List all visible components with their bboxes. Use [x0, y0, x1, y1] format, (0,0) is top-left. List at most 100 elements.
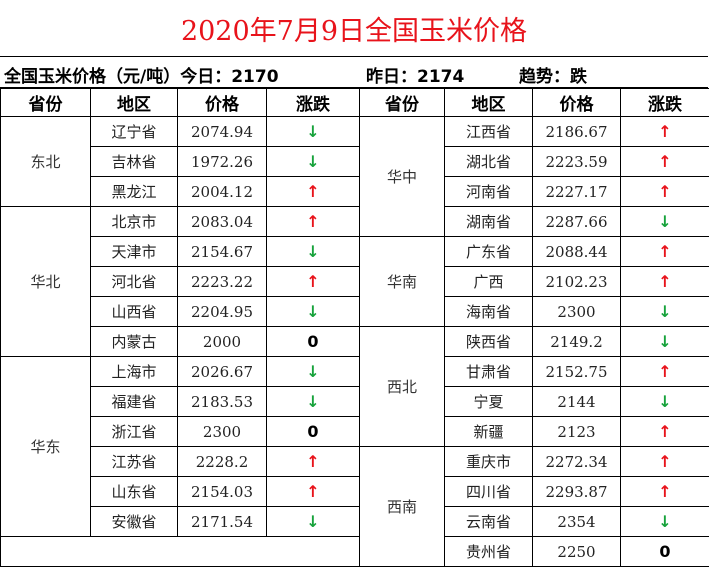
- up-arrow-icon: ↑: [658, 124, 671, 140]
- down-arrow-icon: ↓: [658, 514, 671, 530]
- region-cell: 宁夏: [445, 387, 533, 417]
- change-cell: ↓: [267, 297, 360, 327]
- price-cell: 2102.23: [533, 267, 621, 297]
- region-cell: 四川省: [445, 477, 533, 507]
- region-cell: 河北省: [91, 267, 178, 297]
- change-cell: ↑: [267, 267, 360, 297]
- region-cell: 吉林省: [91, 147, 178, 177]
- change-cell: ↑: [621, 147, 709, 177]
- region-cell: 山西省: [91, 297, 178, 327]
- price-cell: 2149.2: [533, 327, 621, 357]
- region-cell: 上海市: [91, 357, 178, 387]
- down-arrow-icon: ↓: [306, 394, 319, 410]
- region-cell: 福建省: [91, 387, 178, 417]
- region-cell: 浙江省: [91, 417, 178, 447]
- column-header: 省份: [1, 89, 91, 117]
- region-cell: 北京市: [91, 207, 178, 237]
- up-arrow-icon: ↑: [306, 454, 319, 470]
- region-cell: 内蒙古: [91, 327, 178, 357]
- price-cell: 2000: [178, 327, 267, 357]
- region-cell: 湖南省: [445, 207, 533, 237]
- up-arrow-icon: ↑: [306, 274, 319, 290]
- change-cell: ↑: [621, 477, 709, 507]
- column-header: 价格: [533, 89, 621, 117]
- province-cell: 华东: [1, 357, 91, 537]
- down-arrow-icon: ↓: [306, 124, 319, 140]
- price-cell: 2186.67: [533, 117, 621, 147]
- change-cell: ↓: [621, 207, 709, 237]
- up-arrow-icon: ↑: [658, 454, 671, 470]
- down-arrow-icon: ↓: [306, 244, 319, 260]
- price-cell: 2354: [533, 507, 621, 537]
- region-cell: 广东省: [445, 237, 533, 267]
- province-cell: 西南: [360, 447, 445, 567]
- change-cell: ↓: [621, 507, 709, 537]
- change-cell: ↓: [267, 117, 360, 147]
- change-zero: 0: [307, 332, 318, 351]
- price-cell: 2026.67: [178, 357, 267, 387]
- price-cell: 2123: [533, 417, 621, 447]
- price-cell: 2223.22: [178, 267, 267, 297]
- change-cell: 0: [267, 417, 360, 447]
- today-price: 全国玉米价格（元/吨）今日：2170: [4, 62, 279, 87]
- price-cell: 2227.17: [533, 177, 621, 207]
- change-cell: ↑: [267, 447, 360, 477]
- change-cell: ↓: [621, 387, 709, 417]
- down-arrow-icon: ↓: [306, 154, 319, 170]
- region-cell: 黑龙江: [91, 177, 178, 207]
- up-arrow-icon: ↑: [658, 424, 671, 440]
- up-arrow-icon: ↑: [306, 484, 319, 500]
- province-cell: 华北: [1, 207, 91, 357]
- change-cell: ↓: [267, 237, 360, 267]
- region-cell: 广西: [445, 267, 533, 297]
- down-arrow-icon: ↓: [658, 214, 671, 230]
- region-cell: 辽宁省: [91, 117, 178, 147]
- down-arrow-icon: ↓: [658, 304, 671, 320]
- up-arrow-icon: ↑: [658, 484, 671, 500]
- up-arrow-icon: ↑: [658, 184, 671, 200]
- region-cell: 贵州省: [445, 537, 533, 567]
- change-cell: ↑: [621, 117, 709, 147]
- change-zero: 0: [659, 542, 670, 561]
- region-cell: 湖北省: [445, 147, 533, 177]
- price-cell: 2228.2: [178, 447, 267, 477]
- price-cell: 2004.12: [178, 177, 267, 207]
- trend-label: 趋势：跌: [519, 62, 587, 87]
- price-cell: 2293.87: [533, 477, 621, 507]
- price-cell: 2152.75: [533, 357, 621, 387]
- change-zero: 0: [307, 422, 318, 441]
- price-cell: 2287.66: [533, 207, 621, 237]
- up-arrow-icon: ↑: [658, 154, 671, 170]
- up-arrow-icon: ↑: [306, 214, 319, 230]
- price-cell: 2272.34: [533, 447, 621, 477]
- column-header: 涨跌: [621, 89, 709, 117]
- up-arrow-icon: ↑: [658, 244, 671, 260]
- price-cell: 2083.04: [178, 207, 267, 237]
- region-cell: 安徽省: [91, 507, 178, 537]
- region-cell: 陕西省: [445, 327, 533, 357]
- region-cell: 天津市: [91, 237, 178, 267]
- change-cell: ↓: [621, 297, 709, 327]
- page-title: 2020年7月9日全国玉米价格: [0, 0, 708, 57]
- price-cell: 2204.95: [178, 297, 267, 327]
- price-cell: 2250: [533, 537, 621, 567]
- change-cell: ↑: [621, 177, 709, 207]
- region-cell: 河南省: [445, 177, 533, 207]
- province-cell: 西北: [360, 327, 445, 447]
- province-cell: 华中: [360, 117, 445, 237]
- price-cell: 2074.94: [178, 117, 267, 147]
- change-cell: ↑: [621, 417, 709, 447]
- region-cell: 甘肃省: [445, 357, 533, 387]
- price-cell: 2171.54: [178, 507, 267, 537]
